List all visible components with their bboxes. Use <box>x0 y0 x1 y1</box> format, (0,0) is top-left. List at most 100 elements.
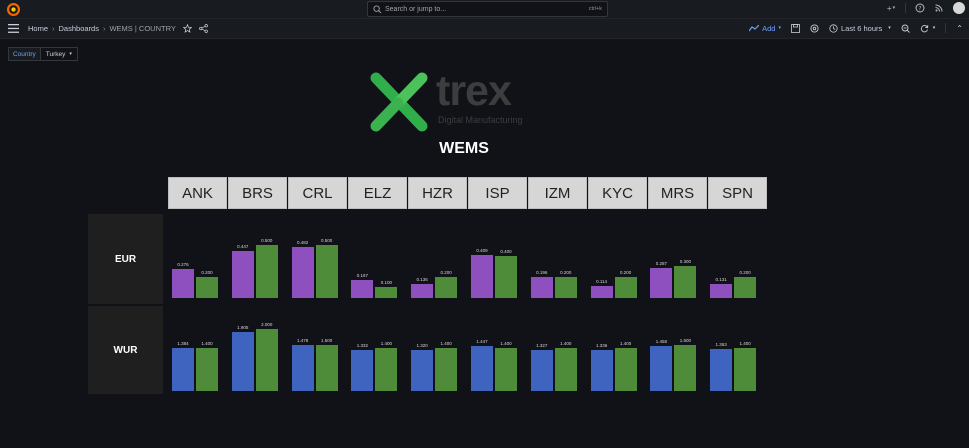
breadcrumb-home[interactable]: Home <box>28 24 49 33</box>
eur-bar-isp-target <box>495 255 517 298</box>
help-icon[interactable]: ? <box>915 3 925 13</box>
search-icon <box>373 4 382 13</box>
country-variable-value: Turkey <box>45 50 66 58</box>
plus-label: + <box>886 3 892 13</box>
menu-icon[interactable] <box>8 24 19 33</box>
divider <box>945 23 947 33</box>
eur-bar-value-label: 0.500 <box>320 238 333 244</box>
site-button-crl[interactable]: CRL <box>288 177 347 209</box>
time-picker[interactable]: Last 6 hours ▾ <box>829 24 891 33</box>
grafana-logo-icon[interactable] <box>7 3 20 16</box>
eur-bar-hzr-actual <box>411 283 434 298</box>
eur-bar-ank-target <box>196 276 218 298</box>
nav-bar: Home › Dashboards › WEMS | COUNTRY Add ▾… <box>0 19 969 39</box>
eur-bar-elz-actual <box>351 280 374 298</box>
site-button-elz[interactable]: ELZ <box>348 177 407 209</box>
chevron-down-icon: ▾ <box>69 51 72 57</box>
wur-bar-hzr-target <box>435 347 458 391</box>
chevron-down-icon: ▾ <box>778 25 781 31</box>
wur-bar-value-label: 1.905 <box>237 325 249 330</box>
eur-bar-value-label: 0.114 <box>596 279 608 285</box>
site-button-kyc[interactable]: KYC <box>588 177 647 209</box>
chevron-down-icon: ▾ <box>932 25 936 31</box>
trex-x-mark-icon <box>370 72 428 132</box>
search-input[interactable]: Search or jump to... ctrl+k <box>367 1 608 17</box>
wur-bar-value-label: 1.400 <box>500 340 512 346</box>
wur-bar-mrs-actual <box>650 345 673 391</box>
zoom-out-icon[interactable] <box>901 24 910 33</box>
eur-bar-value-label: 0.200 <box>560 269 572 275</box>
eur-bar-value-label: 0.500 <box>261 238 273 244</box>
breadcrumb-dashboards[interactable]: Dashboards <box>58 24 99 33</box>
wur-bar-ank-actual <box>172 348 194 391</box>
wur-bar-crl-target <box>315 344 338 391</box>
save-icon[interactable] <box>791 23 800 33</box>
wur-bar-kyc-target <box>614 347 637 391</box>
wur-bar-value-label: 1.500 <box>320 337 333 343</box>
breadcrumb-separator: › <box>52 24 55 33</box>
top-bar: Search or jump to... ctrl+k + ▾ ? <box>0 0 969 19</box>
eur-bar-value-label: 0.276 <box>177 262 189 267</box>
wur-bar-brs-target <box>255 329 278 391</box>
wur-bar-value-label: 2.000 <box>261 322 273 328</box>
wur-bar-value-label: 1.336 <box>595 342 608 348</box>
wur-bar-value-label: 1.400 <box>440 340 452 346</box>
wur-bar-value-label: 1.500 <box>679 337 692 343</box>
site-button-brs[interactable]: BRS <box>228 177 287 209</box>
user-avatar[interactable] <box>953 2 965 14</box>
wur-bar-isp-actual <box>471 346 493 391</box>
site-button-mrs[interactable]: MRS <box>648 177 707 209</box>
eur-bar-value-label: 0.409 <box>476 248 488 254</box>
eur-bar-elz-target <box>375 287 398 298</box>
country-variable-select[interactable]: Turkey ▾ <box>40 47 78 61</box>
eur-bar-value-label: 0.196 <box>536 270 548 276</box>
eur-bar-spn-target <box>734 276 757 298</box>
page-title: WEMS <box>439 140 489 157</box>
wur-bar-value-label: 1.327 <box>536 342 548 348</box>
brand-wordmark: trex <box>436 67 512 115</box>
breadcrumb-separator: › <box>102 24 106 33</box>
site-button-ank[interactable]: ANK <box>168 177 227 209</box>
eur-bar-value-label: 0.131 <box>715 277 727 283</box>
wur-bar-value-label: 1.400 <box>380 340 393 346</box>
trex-logo: trex Digital Manufacturing <box>370 67 570 132</box>
collapse-chevron-up-icon[interactable]: ⌃ <box>956 23 963 33</box>
eur-bar-mrs-target <box>674 266 697 298</box>
refresh-button[interactable]: ▾ <box>920 24 936 33</box>
eur-bar-ank-actual <box>172 269 194 298</box>
wur-bar-ank-target <box>196 347 218 391</box>
eur-bar-isp-actual <box>471 255 493 298</box>
wur-bar-value-label: 1.363 <box>715 341 727 347</box>
time-range-label: Last 6 hours <box>840 23 883 33</box>
eur-bar-kyc-actual <box>590 286 613 298</box>
eur-bar-value-label: 0.482 <box>296 240 309 246</box>
wur-bar-hzr-actual <box>411 350 434 391</box>
rss-icon[interactable] <box>934 3 944 13</box>
share-icon[interactable] <box>199 24 208 33</box>
clock-icon <box>829 23 838 33</box>
wur-bar-value-label: 1.478 <box>296 338 309 344</box>
site-button-spn[interactable]: SPN <box>708 177 767 209</box>
search-shortcut: ctrl+k <box>588 6 602 12</box>
site-button-isp[interactable]: ISP <box>468 177 527 209</box>
star-icon[interactable] <box>182 24 192 33</box>
search-placeholder: Search or jump to... <box>385 5 447 13</box>
new-plus-button[interactable]: + ▾ <box>886 3 896 13</box>
eur-bar-value-label: 0.400 <box>500 248 512 254</box>
wur-bar-spn-actual <box>710 348 733 391</box>
eur-bar-spn-actual <box>710 284 733 298</box>
add-button[interactable]: Add ▾ <box>749 24 781 33</box>
eur-bar-kyc-target <box>614 276 637 298</box>
wur-bar-value-label: 1.400 <box>619 340 632 346</box>
wur-bar-crl-actual <box>291 345 314 391</box>
eur-bar-value-label: 0.300 <box>679 259 692 265</box>
settings-icon[interactable] <box>810 23 819 33</box>
eur-bar-value-label: 0.167 <box>356 273 369 279</box>
eur-bar-crl-target <box>315 245 338 298</box>
site-button-izm[interactable]: IZM <box>528 177 587 209</box>
wur-bar-izm-target <box>554 347 577 391</box>
eur-bar-crl-actual <box>291 247 314 298</box>
eur-bar-value-label: 0.136 <box>416 276 428 282</box>
site-button-hzr[interactable]: HZR <box>408 177 467 209</box>
